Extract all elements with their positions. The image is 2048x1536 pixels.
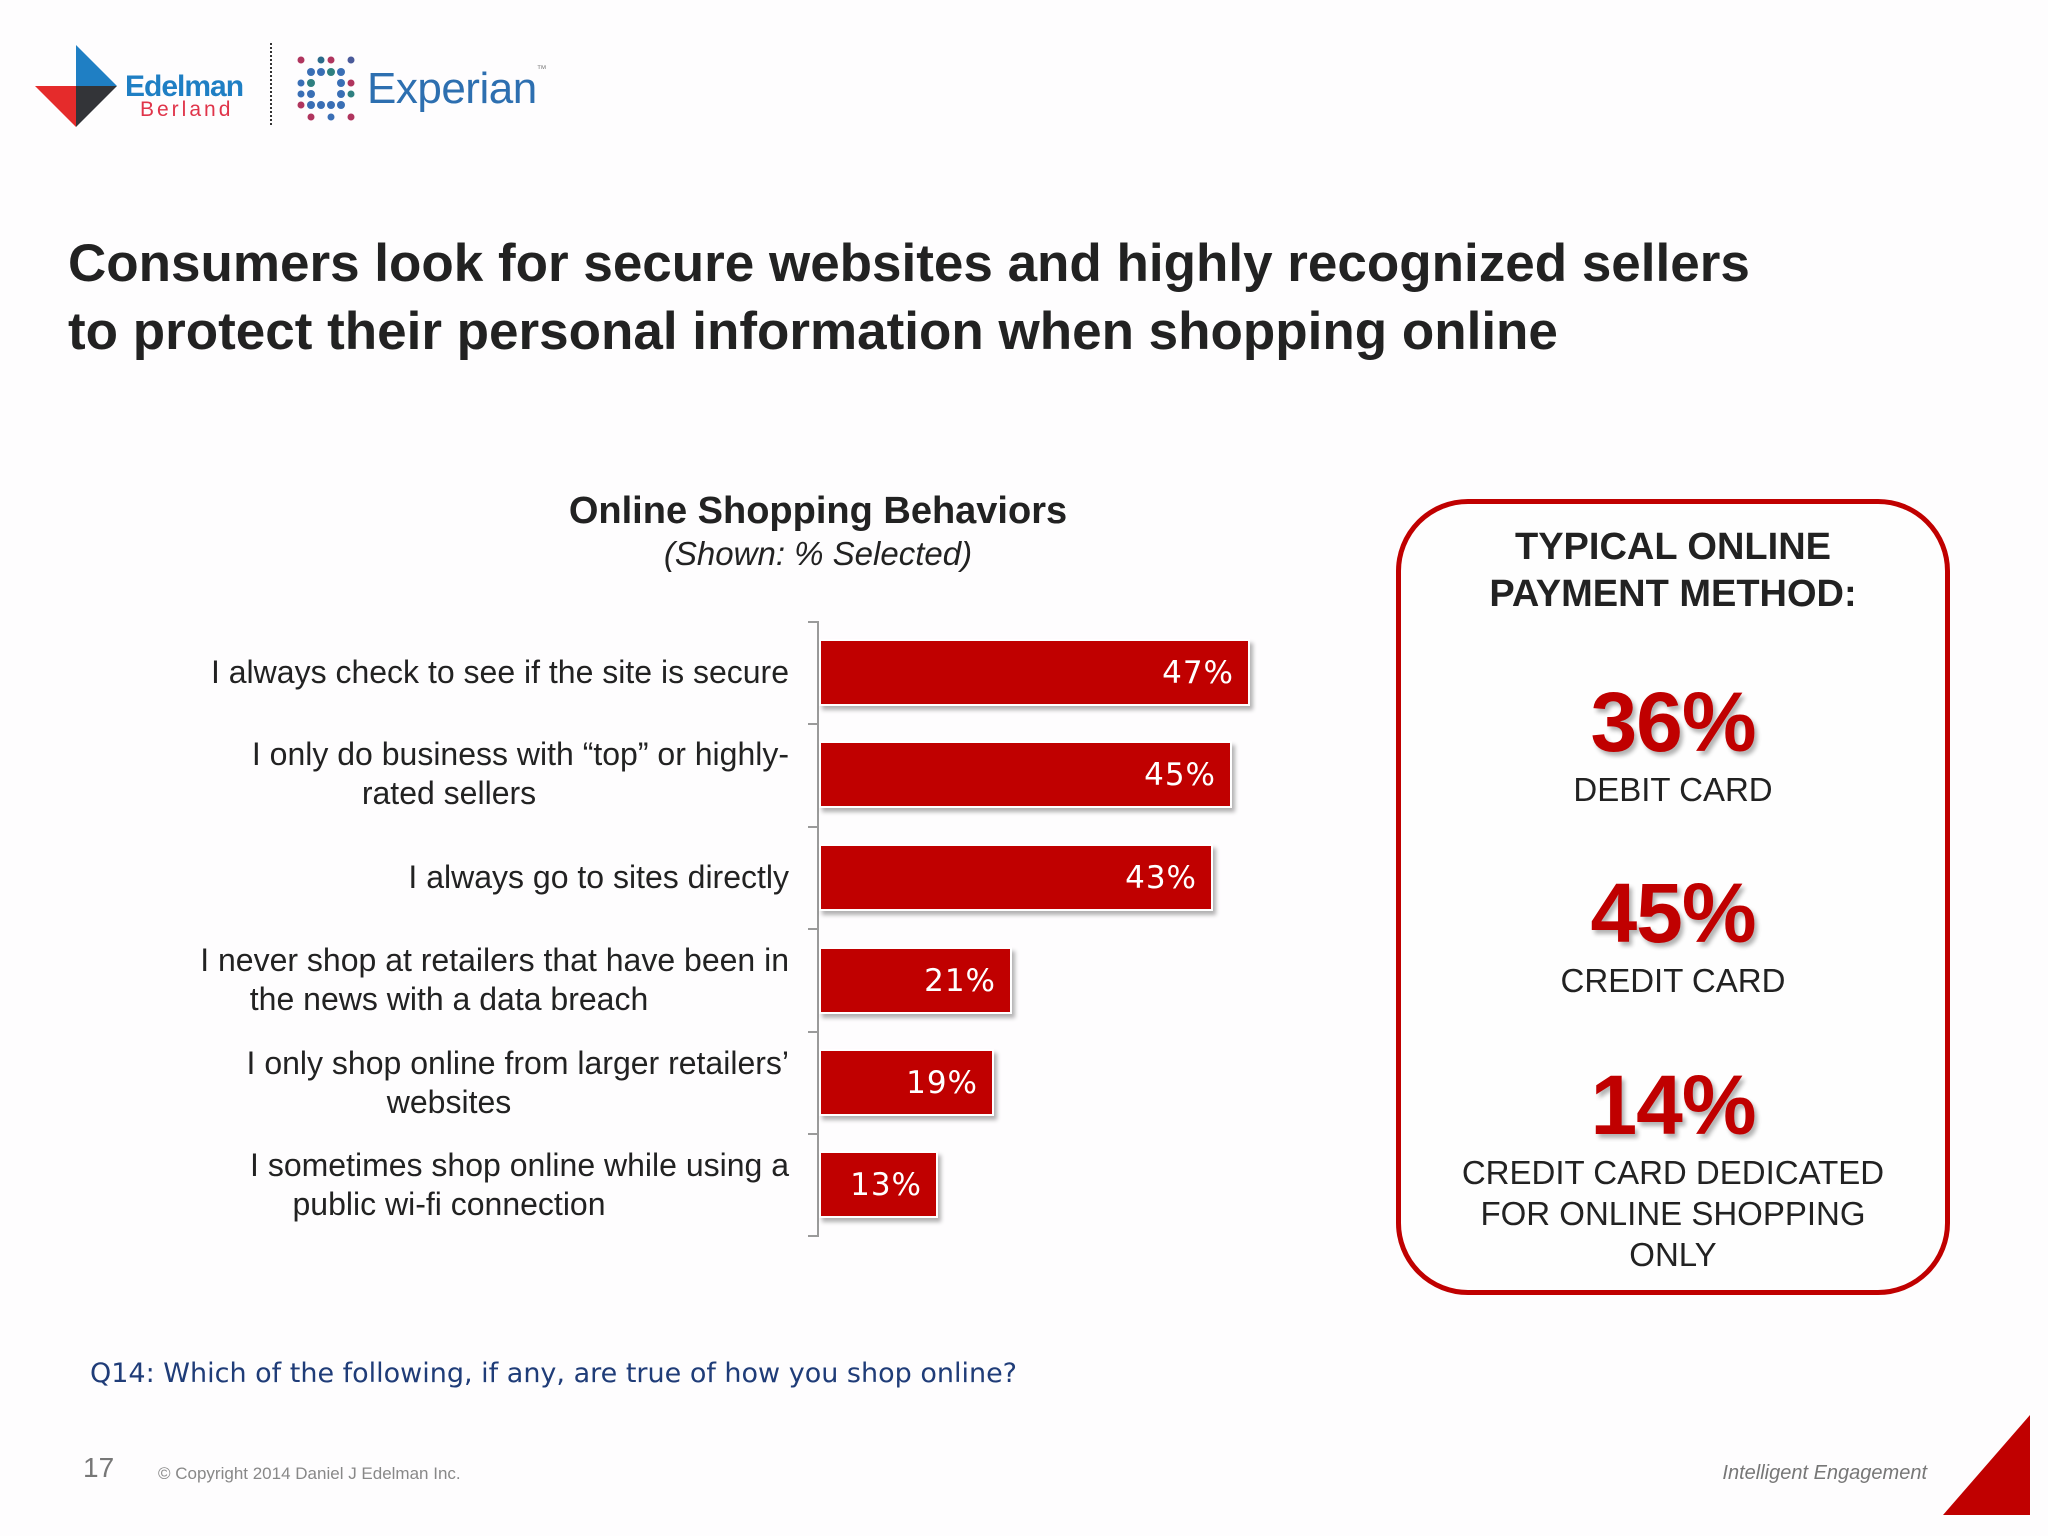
axis-tick [808,1133,818,1135]
survey-question: Q14: Which of the following, if any, are… [90,1358,1018,1389]
edelman-subwordmark: Berland [140,98,234,121]
corner-triangle-icon [1943,1415,2030,1515]
bar-avoid-breached-retailers: 21% [819,947,1012,1014]
page-number: 17 [83,1452,115,1483]
category-label: I only shop online from larger retailers… [246,1045,789,1120]
axis-tick [808,826,818,828]
copyright-notice: © Copyright 2014 Daniel J Edelman Inc. [158,1464,461,1483]
logo-divider [270,43,272,125]
dedicated-card-percentage: 14% [1590,1058,1756,1152]
logo-area: Edelman Berland Experian™ [35,40,555,130]
bar-value-label: 45% [1144,756,1216,793]
edelman-wordmark: Edelman [125,70,244,103]
bar-value-label: 47% [1162,654,1234,691]
category-label: I never shop at retailers that have been… [200,942,789,1017]
bar-value-label: 19% [906,1064,978,1101]
payment-method-panel: TYPICAL ONLINE PAYMENT METHOD: 36% DEBIT… [1396,499,1950,1295]
experian-wordmark: Experian™ [367,64,547,113]
footer-tagline: Intelligent Engagement [1722,1462,1927,1484]
axis-tick [808,723,818,725]
axis-tick [808,1235,818,1237]
bar-always-check-secure: 47% [819,639,1250,706]
dedicated-card-label: CREDIT CARD DEDICATED FOR ONLINE SHOPPIN… [1461,1154,1885,1273]
category-label: I always check to see if the site is sec… [210,654,789,690]
page-title-line-2: to protect their personal information wh… [68,302,1558,361]
bar-value-label: 13% [850,1166,922,1203]
payment-method-heading: TYPICAL ONLINE PAYMENT METHOD: [1489,526,1857,615]
axis-tick [808,1031,818,1033]
category-label: I only do business with “top” or highly-… [251,736,789,811]
bar-larger-retailers-only: 19% [819,1049,994,1116]
credit-card-label: CREDIT CARD [1560,962,1786,999]
axis-tick [808,621,818,623]
credit-card-percentage: 45% [1590,866,1756,960]
category-label: I sometimes shop online while using a pu… [250,1147,789,1222]
bar-value-label: 43% [1125,859,1197,896]
debit-card-label: DEBIT CARD [1573,771,1773,808]
axis-tick [808,928,818,930]
category-label: I always go to sites directly [408,859,789,895]
debit-card-percentage: 36% [1590,675,1756,769]
bar-public-wifi: 13% [819,1151,938,1218]
experian-logo-icon [297,56,355,121]
edelman-logo-icon [35,45,117,127]
page-title: Consumers look for secure websites and h… [68,230,1968,366]
chart-title: Online Shopping Behaviors [568,490,1068,532]
chart-y-axis [817,621,819,1237]
bar-value-label: 21% [924,962,996,999]
bar-top-rated-sellers: 45% [819,741,1232,808]
bar-go-to-sites-directly: 43% [819,844,1213,911]
page-title-line-1: Consumers look for secure websites and h… [68,234,1750,293]
chart-subtitle: (Shown: % Selected) [663,535,973,572]
